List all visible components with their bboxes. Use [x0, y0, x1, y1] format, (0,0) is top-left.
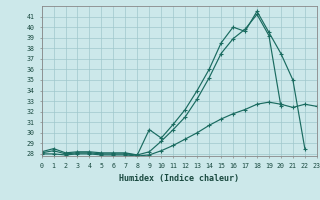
X-axis label: Humidex (Indice chaleur): Humidex (Indice chaleur) [119, 174, 239, 184]
